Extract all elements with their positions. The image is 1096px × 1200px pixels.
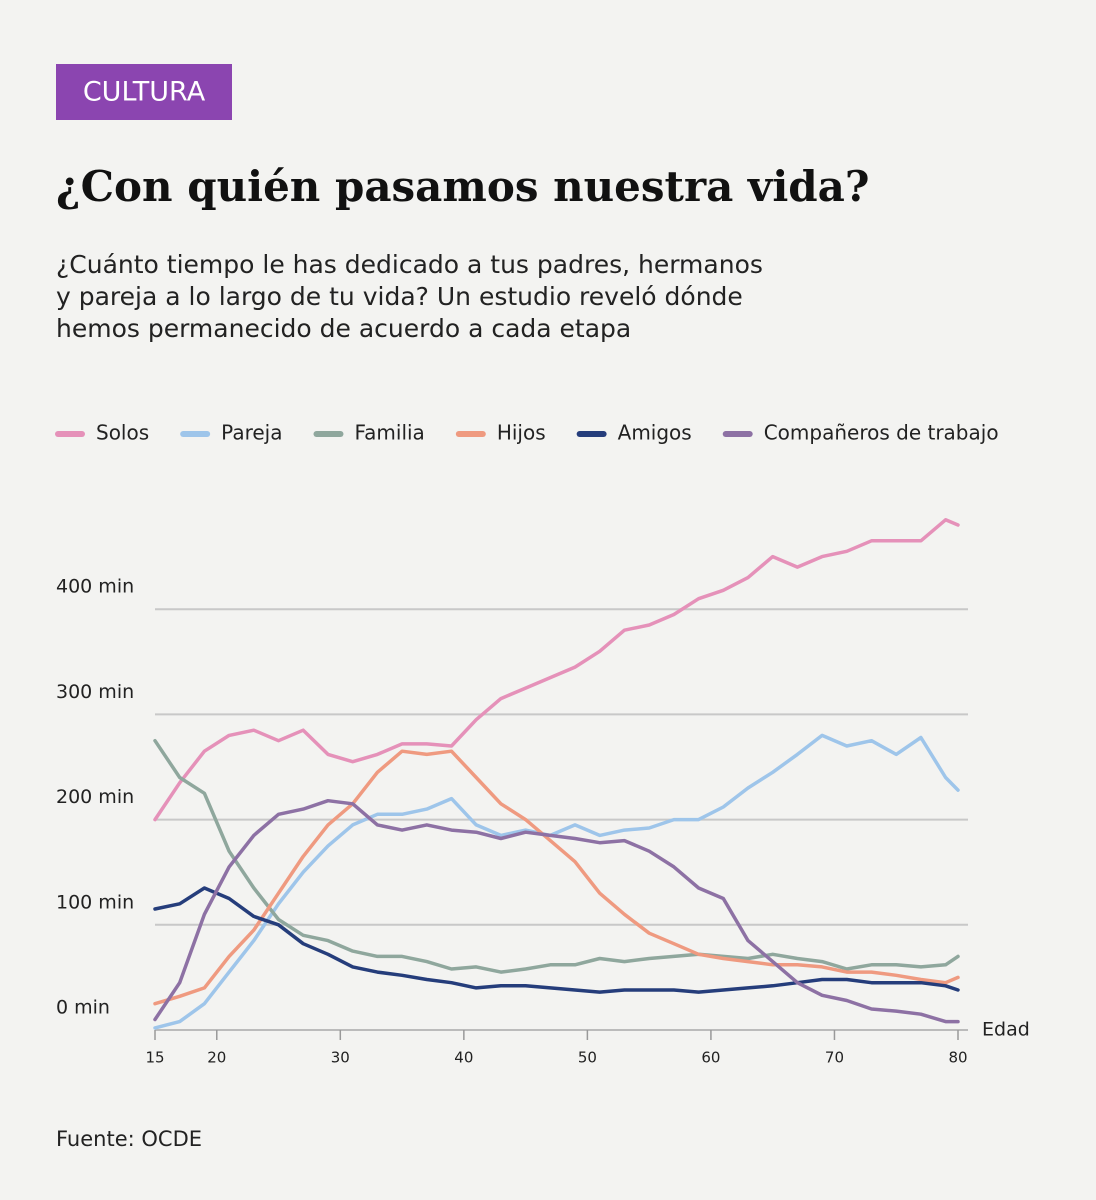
series-line	[153, 749, 960, 1006]
tag-bg	[56, 64, 232, 120]
y-tick-label: 300 min	[56, 681, 134, 703]
tag: CULTURA	[83, 77, 206, 108]
x-tick-label: 30	[331, 1049, 350, 1067]
series-line	[153, 886, 960, 994]
x-tick-label: 40	[454, 1049, 473, 1067]
x-tick-label: 20	[207, 1049, 226, 1067]
subtitle: y pareja a lo largo de tu vida? Un estud…	[56, 282, 743, 311]
source: Fuente: OCDE	[56, 1127, 202, 1151]
x-tick-label: 50	[578, 1049, 597, 1067]
series-line	[153, 798, 960, 1024]
x-axis-label: Edad	[982, 1019, 1030, 1041]
legend-label: Compañeros de trabajo	[764, 421, 999, 445]
chart-title: ¿Con quién pasamos nuestra vida?	[56, 162, 869, 211]
y-tick-label: 0 min	[56, 997, 110, 1019]
subtitle: hemos permanecido de acuerdo a cada etap…	[56, 314, 631, 343]
x-tick-label: 70	[825, 1049, 844, 1067]
legend-label: Hijos	[497, 421, 546, 445]
legend-label: Pareja	[221, 421, 282, 445]
legend-label: Familia	[354, 421, 424, 445]
y-tick-label: 400 min	[56, 576, 134, 598]
legend-label: Solos	[96, 421, 149, 445]
x-tick-label: 80	[948, 1049, 967, 1067]
legend-label: Amigos	[618, 421, 692, 445]
x-tick-label: 60	[701, 1049, 720, 1067]
series-line	[153, 518, 960, 822]
series-line	[153, 738, 960, 974]
x-tick-label: 15	[145, 1049, 164, 1067]
series-line	[153, 733, 960, 1030]
subtitle: ¿Cuánto tiempo le has dedicado a tus pad…	[56, 250, 763, 279]
y-tick-label: 200 min	[56, 786, 134, 808]
y-tick-label: 100 min	[56, 891, 134, 913]
